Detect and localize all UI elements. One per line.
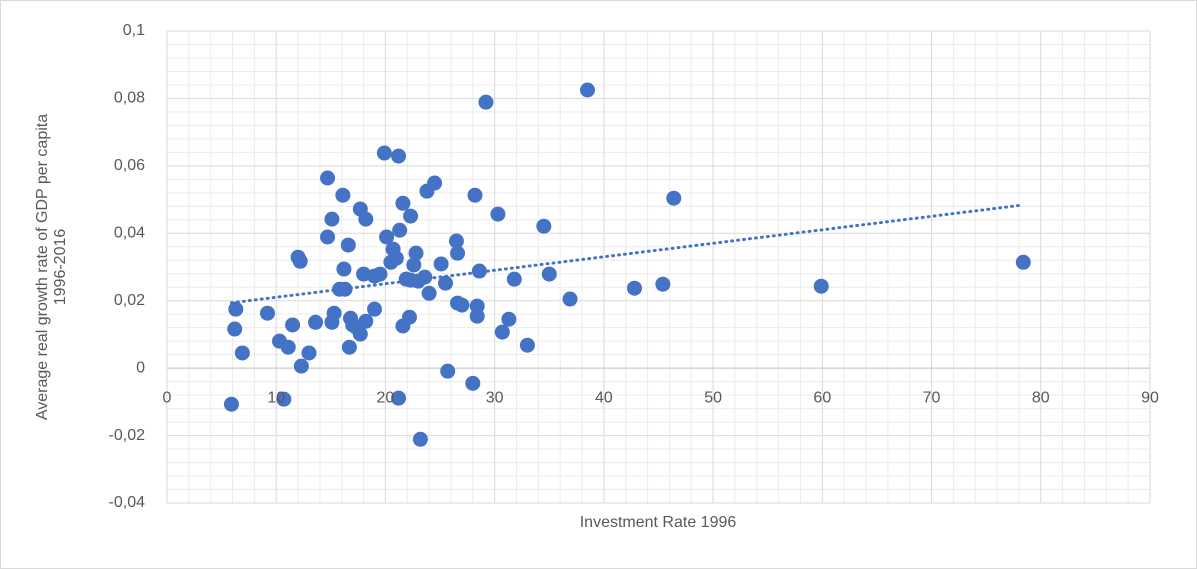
point <box>541 266 557 282</box>
point <box>280 339 296 355</box>
y-tick-label: -0,02 <box>109 427 146 444</box>
point <box>406 257 422 273</box>
point <box>417 269 433 285</box>
point <box>336 261 352 277</box>
point <box>471 263 487 279</box>
point <box>454 297 470 313</box>
y-tick-label: 0,06 <box>114 157 145 174</box>
point <box>372 266 388 282</box>
y-tick-label: -0,04 <box>109 494 146 511</box>
point <box>666 190 682 206</box>
point <box>358 313 374 329</box>
point <box>403 208 419 224</box>
point <box>1015 254 1031 270</box>
point <box>340 237 356 253</box>
plot <box>223 82 1031 447</box>
point <box>376 145 392 161</box>
x-tick-label: 40 <box>595 389 613 406</box>
point <box>341 339 357 355</box>
x-axis-title: Investment Rate 1996 <box>580 514 737 531</box>
point <box>478 94 494 110</box>
x-tick-label: 90 <box>1141 389 1159 406</box>
y-tick-label: 0,08 <box>114 90 145 107</box>
point <box>392 222 408 238</box>
point <box>234 345 250 361</box>
point <box>433 256 449 272</box>
point <box>391 148 407 164</box>
point <box>506 271 522 287</box>
point <box>223 396 239 412</box>
y-axis-title: Average real growth rate of GDP per capi… <box>34 114 69 420</box>
point <box>352 326 368 342</box>
point <box>408 245 424 261</box>
point <box>320 229 336 245</box>
point <box>293 358 309 374</box>
x-tick-label: 20 <box>377 389 395 406</box>
point <box>519 337 535 353</box>
point <box>401 309 417 325</box>
point <box>358 211 374 227</box>
point <box>285 317 301 333</box>
point <box>501 311 517 327</box>
point <box>440 363 456 379</box>
point <box>450 245 466 261</box>
x-tick-label: 30 <box>486 389 504 406</box>
point <box>388 250 404 266</box>
point <box>438 275 454 291</box>
point <box>301 345 317 361</box>
point <box>292 253 308 269</box>
point <box>467 187 483 203</box>
point <box>562 291 578 307</box>
point <box>655 276 671 292</box>
point <box>308 314 324 330</box>
trendline <box>229 203 1025 305</box>
point <box>227 321 243 337</box>
x-tick-label: 70 <box>923 389 941 406</box>
x-tick-label: 10 <box>267 389 285 406</box>
point <box>276 391 292 407</box>
point <box>324 211 340 227</box>
point <box>379 229 395 245</box>
point <box>335 187 351 203</box>
point <box>320 170 336 186</box>
point <box>469 308 485 324</box>
point <box>228 301 244 317</box>
y-axis-title-line: 1996-2016 <box>52 229 69 306</box>
point <box>412 431 428 447</box>
point <box>427 175 443 191</box>
point <box>494 324 510 340</box>
x-tick-label: 0 <box>163 389 172 406</box>
point <box>421 285 437 301</box>
point <box>536 218 552 234</box>
x-tick-label: 60 <box>813 389 831 406</box>
point <box>367 301 383 317</box>
point <box>259 305 275 321</box>
point <box>580 82 596 98</box>
point <box>391 390 407 406</box>
point <box>448 233 464 249</box>
y-tick-label: 0,1 <box>123 22 145 39</box>
y-tick-label: 0,04 <box>114 225 145 242</box>
x-tick-label: 50 <box>704 389 722 406</box>
y-tick-label: 0 <box>136 359 145 376</box>
point <box>465 375 481 391</box>
point <box>626 280 642 296</box>
point <box>490 206 506 222</box>
point <box>326 305 342 321</box>
point <box>395 195 411 211</box>
point <box>813 278 829 294</box>
y-tick-label: 0,02 <box>114 292 145 309</box>
y-axis-title-line: Average real growth rate of GDP per capi… <box>34 114 51 420</box>
x-tick-label: 80 <box>1032 389 1050 406</box>
